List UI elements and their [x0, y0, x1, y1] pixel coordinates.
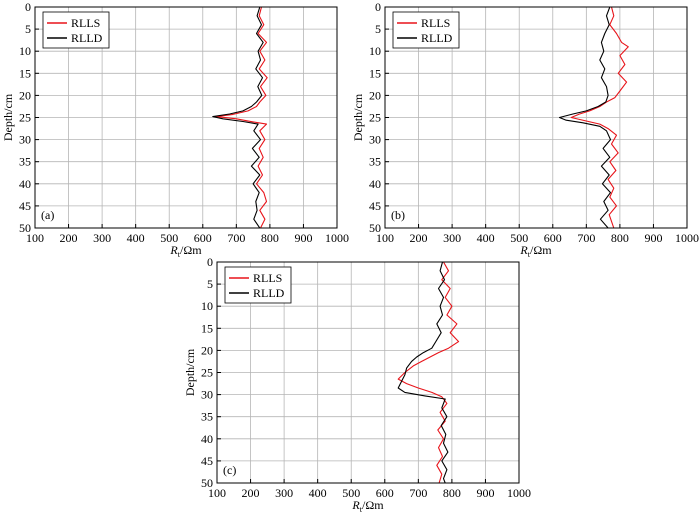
x-tick-label: 700	[577, 231, 595, 245]
y-tick-label: 25	[19, 111, 31, 125]
legend-label-rlls: RLLS	[421, 16, 450, 30]
series-line-rlld	[212, 7, 264, 228]
y-tick-label: 40	[369, 177, 381, 191]
y-tick-label: 10	[19, 44, 31, 58]
y-tick-label: 10	[201, 299, 213, 313]
y-axis-label: Depth/cm	[183, 348, 197, 396]
y-tick-label: 20	[369, 88, 381, 102]
x-tick-label: 1000	[507, 486, 531, 500]
legend-label-rlld: RLLD	[253, 286, 285, 300]
y-tick-label: 40	[201, 432, 213, 446]
x-tick-label: 100	[376, 231, 394, 245]
series-line-rlls	[570, 7, 629, 228]
x-tick-label: 800	[443, 486, 461, 500]
y-tick-label: 20	[19, 88, 31, 102]
x-tick-label: 200	[410, 231, 428, 245]
y-tick-label: 0	[375, 0, 381, 14]
x-tick-label: 800	[611, 231, 629, 245]
x-tick-label: 400	[477, 231, 495, 245]
y-tick-label: 35	[201, 410, 213, 424]
x-tick-label: 200	[242, 486, 260, 500]
series-line-rlld	[397, 262, 449, 483]
y-tick-label: 15	[201, 321, 213, 335]
x-tick-label: 1000	[325, 231, 349, 245]
panel-label: (c)	[223, 463, 236, 477]
x-tick-label: 500	[342, 486, 360, 500]
chart-panel-2: 100 200 300 400 500 600 700 800 900 1000 0 5 10 15 20 2…	[351, 0, 699, 259]
y-tick-label: 35	[19, 155, 31, 169]
x-tick-label: 400	[127, 231, 145, 245]
y-tick-label: 45	[369, 199, 381, 213]
x-tick-label: 500	[510, 231, 528, 245]
x-tick-label: 900	[294, 231, 312, 245]
y-tick-label: 30	[19, 133, 31, 147]
legend-label-rlld: RLLD	[71, 31, 103, 45]
panel-label: (a)	[41, 208, 54, 222]
legend-label-rlls: RLLS	[253, 271, 282, 285]
y-tick-label: 30	[201, 388, 213, 402]
y-tick-label: 35	[369, 155, 381, 169]
x-tick-label: 300	[443, 231, 461, 245]
legend-box	[42, 11, 110, 49]
y-tick-label: 30	[369, 133, 381, 147]
x-axis-label: Rt/Ωm	[169, 243, 202, 259]
x-tick-label: 100	[26, 231, 44, 245]
legend-box	[392, 11, 460, 49]
x-tick-label: 800	[261, 231, 279, 245]
legend-label-rlld: RLLD	[421, 31, 453, 45]
x-tick-label: 300	[275, 486, 293, 500]
x-tick-label: 600	[194, 231, 212, 245]
x-tick-label: 100	[208, 486, 226, 500]
x-tick-label: 200	[60, 231, 78, 245]
x-tick-label: 900	[644, 231, 662, 245]
x-tick-label: 500	[160, 231, 178, 245]
y-tick-label: 0	[207, 255, 213, 269]
series-line-rlld	[558, 7, 612, 228]
x-tick-label: 900	[476, 486, 494, 500]
y-tick-label: 15	[19, 66, 31, 80]
y-tick-label: 50	[369, 221, 381, 235]
y-tick-label: 45	[19, 199, 31, 213]
y-tick-label: 5	[207, 277, 213, 291]
y-tick-label: 25	[369, 111, 381, 125]
x-tick-label: 700	[227, 231, 245, 245]
y-tick-label: 50	[201, 476, 213, 490]
x-axis-label: Rt/Ωm	[351, 498, 384, 514]
y-tick-label: 5	[25, 22, 31, 36]
y-tick-label: 45	[201, 454, 213, 468]
y-tick-label: 50	[19, 221, 31, 235]
x-tick-label: 700	[409, 486, 427, 500]
legend-box	[224, 266, 292, 304]
x-tick-label: 400	[309, 486, 327, 500]
y-axis-label: Depth/cm	[1, 93, 15, 141]
chart-panel-3: 100 200 300 400 500 600 700 800 900 1000 0 5 10 15 20 2…	[183, 255, 531, 514]
y-tick-label: 25	[201, 366, 213, 380]
x-tick-label: 1000	[675, 231, 699, 245]
panel-label: (b)	[391, 208, 405, 222]
y-axis-label: Depth/cm	[351, 93, 365, 141]
legend-label-rlls: RLLS	[71, 16, 100, 30]
y-tick-label: 15	[369, 66, 381, 80]
x-tick-label: 300	[93, 231, 111, 245]
y-tick-label: 10	[369, 44, 381, 58]
y-tick-label: 20	[201, 343, 213, 357]
x-tick-label: 600	[376, 486, 394, 500]
chart-panel-1: 100 200 300 400 500 600 700 800 900 1000 0 5 10 15 20 2…	[1, 0, 349, 259]
y-tick-label: 40	[19, 177, 31, 191]
y-tick-label: 5	[375, 22, 381, 36]
x-axis-label: Rt/Ωm	[519, 243, 552, 259]
y-tick-label: 0	[25, 0, 31, 14]
x-tick-label: 600	[544, 231, 562, 245]
